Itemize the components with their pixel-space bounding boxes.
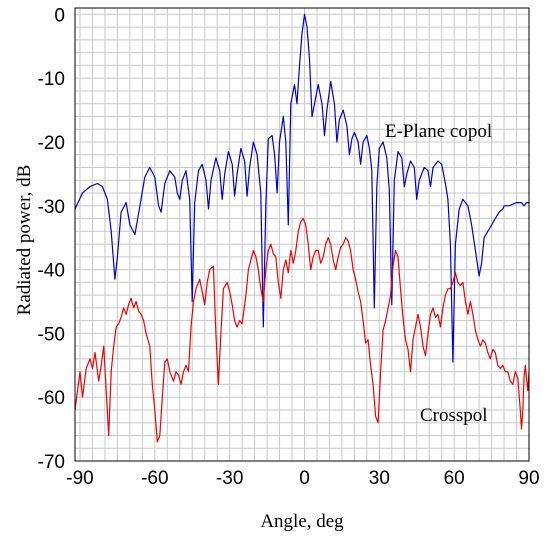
series-layer xyxy=(74,13,530,443)
plot-frame xyxy=(74,7,530,462)
x-tick-label: 90 xyxy=(518,468,539,489)
x-tick-label: -60 xyxy=(141,468,168,489)
y-tick-label: -50 xyxy=(38,324,65,345)
y-tick-label: -30 xyxy=(38,197,65,218)
series-line-crosspol xyxy=(74,217,530,443)
y-axis-title: Radiated power, dB xyxy=(14,165,35,316)
x-tick-label: 0 xyxy=(299,468,310,489)
series-label-crosspol: Crosspol xyxy=(420,405,488,426)
y-tick-label: -60 xyxy=(38,388,65,409)
x-tick-label: 60 xyxy=(444,468,465,489)
y-tick-label: 0 xyxy=(54,5,65,26)
x-tick-label: -30 xyxy=(216,468,243,489)
series-line-e-plane-copol xyxy=(74,13,529,363)
y-tick-label: -70 xyxy=(38,452,65,473)
y-tick-label: -10 xyxy=(38,69,65,90)
x-axis-title: Angle, deg xyxy=(260,511,344,532)
grid xyxy=(75,8,530,462)
tick-labels: -90 -60 -30 0 30 60 90 0 -10 -20 -30 -40 -50 -60 -70 xyxy=(38,5,540,489)
x-tick-label: -90 xyxy=(66,468,93,489)
y-tick-label: -20 xyxy=(38,133,65,154)
y-tick-label: -40 xyxy=(38,261,65,282)
x-tick-label: 30 xyxy=(369,468,390,489)
series-label-e-plane-copol: E-Plane copol xyxy=(385,121,492,142)
